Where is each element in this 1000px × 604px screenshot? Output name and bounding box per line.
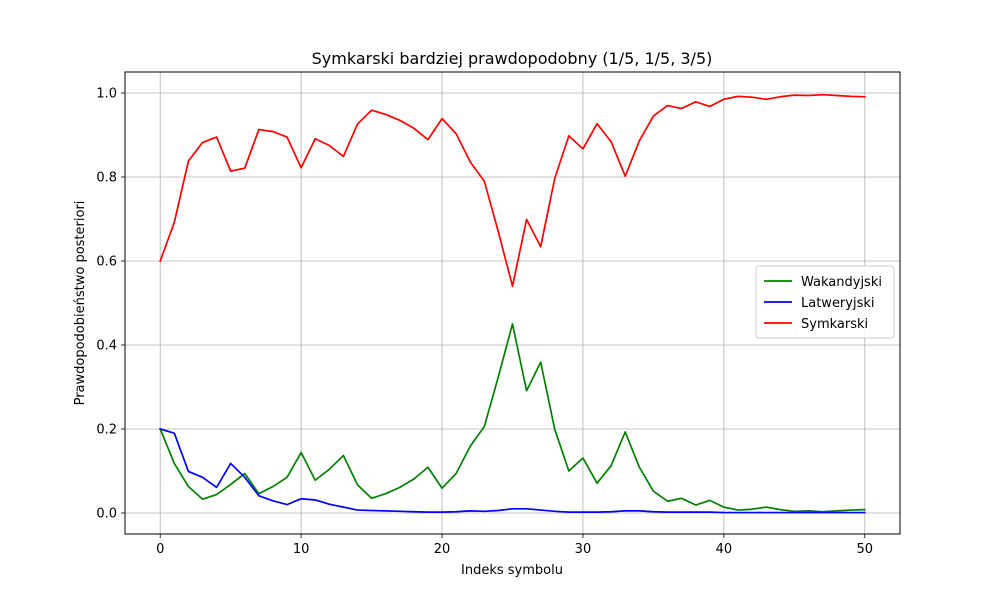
x-tick-label: 0: [156, 542, 164, 557]
plot-frame: [124, 71, 901, 535]
x-tick-label: 20: [434, 542, 451, 557]
series-line-symkarski: [159, 93, 866, 288]
series-line-wakandyjski: [159, 323, 866, 513]
y-tick-label: 1.0: [96, 87, 117, 102]
x-axis-ticks: 0 10 20 30 40 50: [156, 534, 873, 557]
y-tick-label: 0.8: [96, 171, 117, 186]
x-tick-label: 10: [293, 542, 310, 557]
series-layer: [159, 93, 866, 514]
legend-label-wakandyjski: Wakandyjski: [801, 275, 882, 290]
chart-title: Symkarski bardziej prawdopodobny (1/5, 1…: [312, 49, 713, 68]
x-tick-label: 50: [856, 542, 873, 557]
legend-frame: [755, 265, 895, 339]
legend-label-latweryjski: Latweryjski: [801, 296, 875, 311]
y-tick-label: 0.4: [96, 339, 117, 354]
legend-label-symkarski: Symkarski: [801, 317, 868, 332]
legend: Wakandyjski Latweryjski Symkarski: [755, 265, 895, 339]
y-axis-ticks: 0.0 0.2 0.4 0.6 0.8 1.0: [96, 87, 125, 522]
x-axis-label: Indeks symbolu: [461, 563, 563, 578]
y-tick-label: 0.0: [96, 507, 117, 522]
series-line-latweryjski: [159, 427, 866, 514]
y-tick-label: 0.6: [96, 255, 117, 270]
y-axis-label: Prawdopodobieństwo posteriori: [73, 201, 88, 406]
x-tick-label: 30: [575, 542, 592, 557]
y-tick-label: 0.2: [96, 423, 117, 438]
x-tick-label: 40: [716, 542, 733, 557]
